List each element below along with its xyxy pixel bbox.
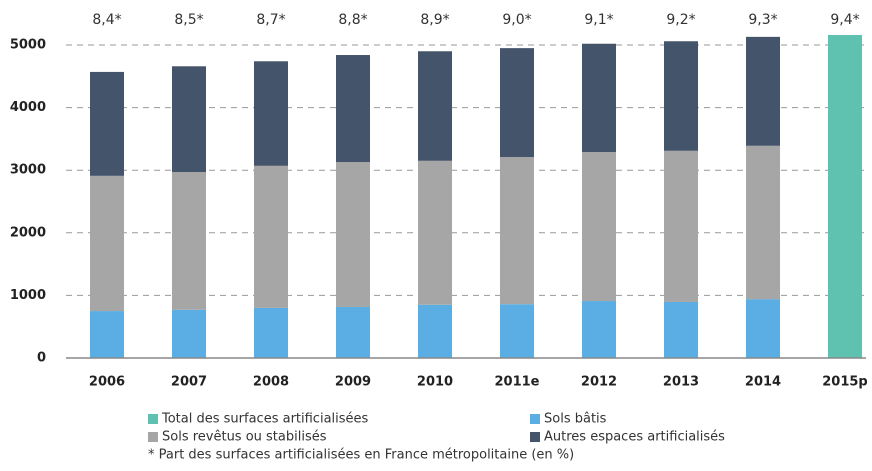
top-label: 8,4* (92, 12, 121, 28)
bar-segment (254, 307, 288, 358)
bar-segment (336, 162, 370, 307)
top-label: 8,8* (338, 12, 367, 28)
bar-segment (664, 301, 698, 358)
bar-segment (90, 175, 124, 312)
y-tick-label: 2000 (10, 225, 46, 240)
top-label: 8,7* (256, 12, 285, 28)
bar-segment (418, 51, 452, 161)
bar-segment (582, 43, 616, 153)
x-tick-label: 2008 (253, 375, 289, 390)
x-tick-label: 2014 (745, 375, 781, 390)
bar-segment (746, 145, 780, 300)
bar-segment (582, 301, 616, 358)
x-tick-label: 2012 (581, 375, 617, 390)
bar-segment (172, 172, 206, 310)
top-label: 8,5* (174, 12, 203, 28)
y-tick-label: 1000 (10, 288, 46, 303)
top-label: 9,4* (830, 12, 859, 28)
bar-segment (500, 48, 534, 158)
legend-label: Sols revêtus ou stabilisés (162, 430, 327, 445)
top-label: 8,9* (420, 12, 449, 28)
bar-segment (254, 61, 288, 166)
legend-swatch (148, 414, 158, 424)
x-tick-label: 2006 (89, 375, 125, 390)
legend-label: Sols bâtis (544, 412, 607, 427)
bar-segment (500, 157, 534, 305)
legend-swatch (148, 432, 158, 442)
top-label: 9,0* (502, 12, 531, 28)
x-tick-label: 2009 (335, 375, 371, 390)
bar-segment (90, 71, 124, 176)
bar-segment (500, 304, 534, 358)
legend-label: Autres espaces artificialisés (544, 430, 725, 445)
bar-segment (172, 66, 206, 173)
y-tick-label: 3000 (10, 163, 46, 178)
y-tick-label: 5000 (10, 38, 46, 53)
legend-swatch (530, 414, 540, 424)
bar-segment (664, 41, 698, 151)
bar-segment (90, 311, 124, 358)
bar-segment (746, 299, 780, 358)
x-tick-label: 2011e (495, 375, 540, 390)
legend-label: Total des surfaces artificialisées (161, 412, 369, 427)
bar-segment (336, 306, 370, 358)
top-label: 9,3* (748, 12, 777, 28)
legend-swatch (530, 432, 540, 442)
y-tick-label: 0 (37, 351, 46, 366)
top-label: 9,1* (584, 12, 613, 28)
bar-segment (172, 309, 206, 358)
x-tick-label: 2015p (822, 375, 868, 390)
footnote: * Part des surfaces artificialisées en F… (148, 448, 574, 463)
bar-segment (746, 36, 780, 146)
x-tick-label: 2007 (171, 375, 207, 390)
bar-segment (336, 55, 370, 163)
bar-segment (828, 34, 862, 358)
bar-segment (254, 165, 288, 308)
x-tick-label: 2010 (417, 375, 453, 390)
bar-segment (418, 160, 452, 305)
bar-segment (582, 152, 616, 302)
bar-segment (418, 304, 452, 358)
bar-segment (664, 150, 698, 302)
x-tick-label: 2013 (663, 375, 699, 390)
y-tick-label: 4000 (10, 100, 46, 115)
top-label: 9,2* (666, 12, 695, 28)
